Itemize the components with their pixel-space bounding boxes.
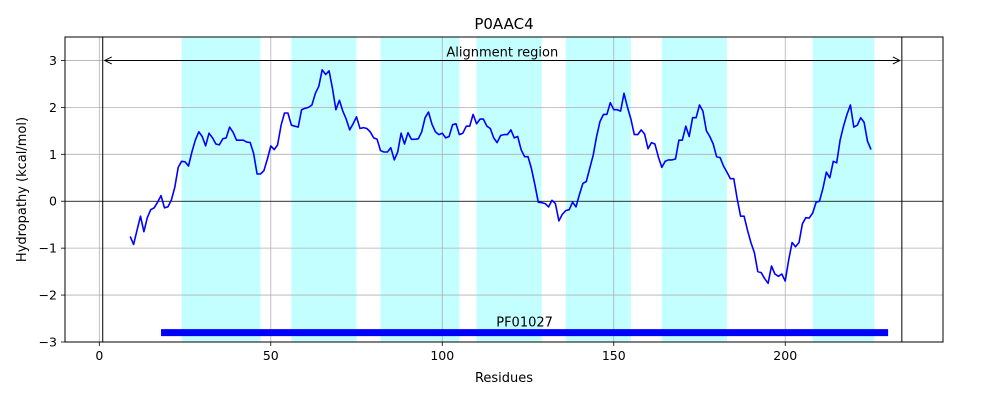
y-tick-label-0: 0 [49, 194, 57, 209]
shaded-regions [181, 37, 875, 342]
shaded-region-1 [181, 37, 261, 342]
x-tick-label-100: 100 [430, 348, 454, 363]
x-axis-label: Residues [475, 371, 533, 386]
y-tick-label-3: 3 [49, 53, 57, 68]
alignment-arrow-left-head [103, 56, 112, 65]
shaded-region-2 [291, 37, 357, 342]
shaded-region-4 [476, 37, 542, 342]
y-axis-label: Hydropathy (kcal/mol) [15, 117, 30, 262]
alignment-annotation-group: Alignment region [103, 45, 901, 65]
shaded-region-6 [661, 37, 727, 342]
alignment-arrow-right-head [892, 56, 901, 65]
hydropathy-series-line-1 [129, 69, 872, 285]
domain-label: PF01027 [496, 316, 553, 331]
x-tick-label-0: 0 [95, 348, 103, 363]
domain-bar-group: PF01027 [161, 316, 889, 337]
x-tick-label-150: 150 [602, 348, 626, 363]
alignment-label: Alignment region [446, 45, 558, 60]
y-tick-label--3: −3 [39, 335, 57, 350]
x-tick-label-200: 200 [773, 348, 797, 363]
y-tick-label--2: −2 [39, 288, 57, 303]
plot-frame [64, 36, 944, 343]
chart-title: P0AAC4 [474, 15, 533, 33]
series-group [129, 69, 872, 285]
x-tick-label-50: 50 [263, 348, 279, 363]
shaded-region-5 [565, 37, 631, 342]
y-tick-label-2: 2 [49, 100, 57, 115]
y-tick-label-1: 1 [49, 147, 57, 162]
shaded-region-3 [380, 37, 460, 342]
tick-group: 0 50 100 150 200 −3 −2 −1 0 1 2 3 [39, 53, 798, 363]
reference-lines [65, 37, 943, 342]
y-tick-label--1: −1 [39, 241, 57, 256]
